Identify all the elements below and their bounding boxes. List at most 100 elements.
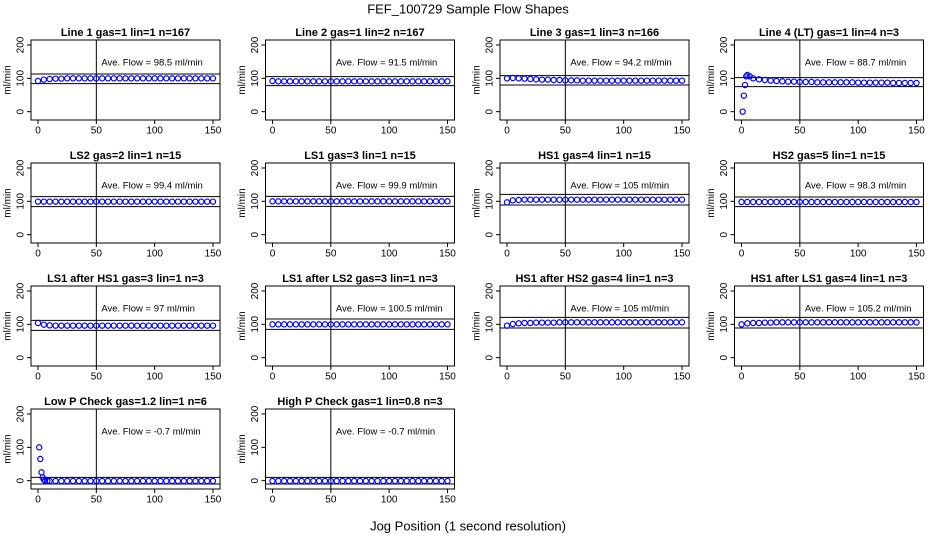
data-point [397,198,405,205]
data-point [602,77,610,84]
plot-frame [30,162,221,244]
data-point [280,78,288,85]
data-point [368,321,375,328]
data-point [391,198,399,205]
data-point [550,196,557,203]
data-point [350,198,358,205]
data-point [532,319,540,326]
data-point [895,198,903,206]
data-point [269,198,276,205]
data-point [368,477,375,485]
data-point [825,79,833,86]
data-point [339,198,346,205]
data-point [374,78,381,85]
x-tick-label: 100 [146,495,163,506]
data-point [63,75,71,82]
data-point [298,78,305,85]
y-tick-label: 200 [250,36,261,53]
data-point [509,320,517,328]
y-tick-label: 100 [16,193,27,210]
data-point [901,198,909,206]
data-point [327,477,335,485]
data-point [837,79,844,86]
data-point [741,81,749,89]
y-tick-label: 200 [16,405,27,422]
data-point [368,198,375,205]
x-tick-label: 100 [381,249,398,260]
data-point [52,322,59,329]
data-point [420,321,428,328]
panel-title: High P Check gas=1 lin=0.8 n=3 [277,396,442,408]
annotation: Ave. Flow = 98.3 ml/min [805,181,906,192]
figure-title: FEF_100729 Sample Flow Shapes [367,1,569,16]
data-point [438,477,445,485]
y-tick-label: 0 [250,354,261,360]
data-point [186,75,193,82]
x-tick-label: 0 [35,372,41,383]
data-point [298,198,305,205]
data-point [854,198,862,206]
data-point [432,198,440,205]
data-point [509,197,517,204]
data-point [81,198,88,205]
data-point [203,75,211,82]
data-point [895,319,903,326]
data-point [37,455,44,463]
data-point [426,78,434,85]
data-point [310,78,317,85]
data-point [872,79,879,86]
data-point [116,477,123,485]
y-tick-label: 100 [16,316,27,333]
data-point [280,321,288,328]
data-point [884,79,891,86]
plot-frame [265,39,455,121]
data-point [128,75,135,82]
x-tick-label: 0 [504,126,510,137]
y-axis-label: ml/min [472,65,483,94]
data-point [356,321,364,328]
y-axis-label: ml/min [3,311,14,340]
data-point [409,321,416,328]
data-point [209,322,217,329]
data-point [63,477,71,485]
x-tick-label: 0 [35,126,41,137]
data-point [104,477,112,485]
data-point [280,198,288,205]
y-tick-label: 0 [16,477,27,483]
data-point [403,321,410,328]
data-point [825,319,833,326]
data-point [380,321,387,328]
data-point [521,75,528,82]
data-point [802,319,809,326]
data-point [356,78,364,85]
data-point [556,196,563,203]
data-point [739,108,746,115]
y-tick-label: 100 [250,316,261,333]
data-point [849,319,856,326]
y-tick-label: 0 [250,108,261,114]
data-point [385,477,393,485]
data-point [913,79,920,87]
data-point [579,77,587,84]
x-tick-label: 100 [850,126,867,137]
y-tick-label: 100 [719,193,730,210]
data-point [58,75,65,82]
x-tick-label: 150 [439,126,456,137]
data-point [133,322,141,329]
data-point [315,198,323,205]
annotation: Ave. Flow = -0.7 ml/min [336,427,435,438]
data-point [420,477,428,485]
data-point [310,198,317,205]
data-point [608,319,616,326]
data-point [58,198,65,205]
y-tick-label: 0 [485,231,496,237]
data-point [209,198,217,205]
data-point [814,198,821,206]
data-point [649,77,657,84]
data-point [151,198,158,205]
data-point [643,77,651,84]
data-point [69,198,77,205]
data-point [761,198,769,206]
data-point [649,196,657,203]
data-point [872,319,879,326]
